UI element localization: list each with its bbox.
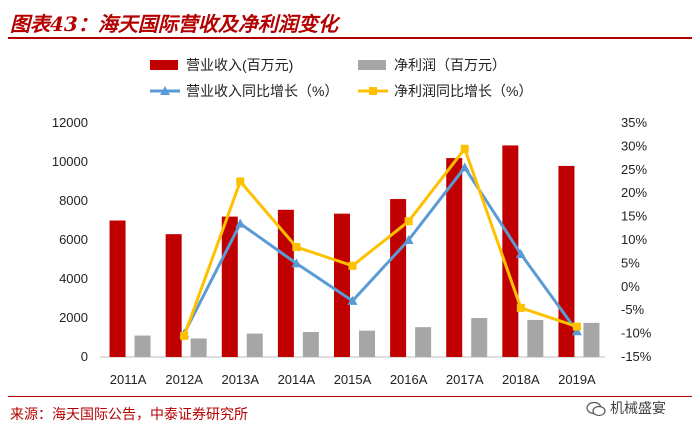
y-left-tick-label: 10000	[52, 154, 88, 169]
revenue-growth-point	[459, 162, 470, 172]
y-right-tick-label: -15%	[621, 349, 652, 364]
profit-growth-point	[516, 303, 525, 312]
profit-growth-point	[236, 177, 245, 186]
profit-growth-point	[572, 322, 581, 331]
y-left-tick-label: 6000	[59, 232, 88, 247]
revenue-bar	[558, 165, 575, 357]
x-tick-label: 2012A	[165, 372, 203, 387]
legend-label-0: 营业收入(百万元)	[186, 57, 293, 73]
x-tick-label: 2014A	[278, 372, 316, 387]
y-right-tick-label: 35%	[621, 115, 647, 130]
legend-marker-2	[160, 86, 170, 95]
profit-growth-point	[460, 144, 469, 153]
y-right-tick-label: 20%	[621, 185, 647, 200]
source-note: 来源：海天国际公告，中泰证券研究所	[10, 407, 248, 423]
title-bar: 图表43：海天国际营收及净利润变化	[0, 0, 700, 36]
revenue-growth-line	[182, 165, 579, 335]
legend-label-3: 净利润同比增长（%）	[394, 83, 532, 99]
x-tick-label: 2013A	[221, 372, 259, 387]
y-left-tick-label: 0	[81, 349, 88, 364]
watermark-text: 机械盛宴	[610, 401, 666, 417]
y-right-tick-label: -5%	[621, 302, 645, 317]
x-tick-label: 2015A	[334, 372, 372, 387]
profit-growth-point	[348, 261, 357, 270]
revenue-bar	[277, 209, 294, 357]
revenue-growth-point	[291, 258, 302, 268]
y-right-tick-label: 30%	[621, 138, 647, 153]
legend-label-2: 营业收入同比增长（%）	[186, 83, 338, 99]
revenue-bar	[502, 145, 519, 357]
wechat-icon	[586, 401, 606, 417]
revenue-growth-point	[347, 295, 358, 305]
revenue-bar	[334, 213, 350, 357]
profit-bar	[415, 327, 432, 357]
legend-swatch-1	[358, 60, 386, 70]
profit-bar	[527, 319, 544, 357]
y-right-tick-label: -10%	[621, 326, 652, 341]
legend-swatch-0	[150, 60, 178, 70]
profit-bar	[583, 322, 600, 357]
combo-chart: 营业收入(百万元) 净利润（百万元） 营业收入同比增长（%） 净利润同比增长（%） 0 2…	[52, 57, 652, 387]
y-right-tick-label: 0%	[621, 279, 640, 294]
profit-bar	[471, 318, 488, 357]
legend-label-1: 净利润（百万元）	[394, 57, 506, 73]
revenue-bar	[165, 234, 182, 357]
y-right-tick-label: 5%	[621, 255, 640, 270]
revenue-bar	[446, 158, 463, 357]
profit-bar	[134, 335, 151, 357]
revenue-growth-point	[515, 249, 526, 259]
y-left-tick-label: 12000	[52, 115, 88, 130]
profit-bar	[359, 330, 375, 357]
profit-bar	[246, 333, 263, 357]
y-right-tick-label: 25%	[621, 162, 647, 177]
profit-bar	[190, 338, 207, 357]
x-tick-label: 2019A	[558, 372, 596, 387]
x-tick-label: 2017A	[446, 372, 484, 387]
y-right-tick-label: 15%	[621, 209, 647, 224]
profit-growth-point	[180, 331, 189, 340]
title-divider	[8, 37, 692, 39]
revenue-bar	[221, 216, 238, 357]
y-left-tick-label: 4000	[59, 271, 88, 286]
y-left-tick-label: 8000	[59, 193, 88, 208]
y-right-tick-label: 10%	[621, 232, 647, 247]
revenue-growth-point	[571, 326, 582, 336]
profit-growth-point	[404, 217, 413, 226]
x-tick-label: 2018A	[502, 372, 540, 387]
profit-growth-point	[292, 243, 301, 252]
profit-growth-line	[182, 147, 578, 337]
revenue-bar	[109, 220, 126, 357]
x-tick-label: 2016A	[390, 372, 428, 387]
revenue-bar	[390, 199, 407, 357]
page-title: 图表43：海天国际营收及净利润变化	[10, 12, 338, 36]
revenue-growth-point	[235, 218, 246, 228]
legend-marker-3	[369, 87, 377, 95]
profit-bar	[302, 332, 319, 357]
revenue-growth-point	[403, 235, 414, 244]
watermark: 机械盛宴	[586, 398, 666, 418]
y-left-tick-label: 2000	[59, 310, 88, 325]
x-tick-label: 2011A	[110, 372, 147, 387]
source-divider	[8, 396, 692, 397]
